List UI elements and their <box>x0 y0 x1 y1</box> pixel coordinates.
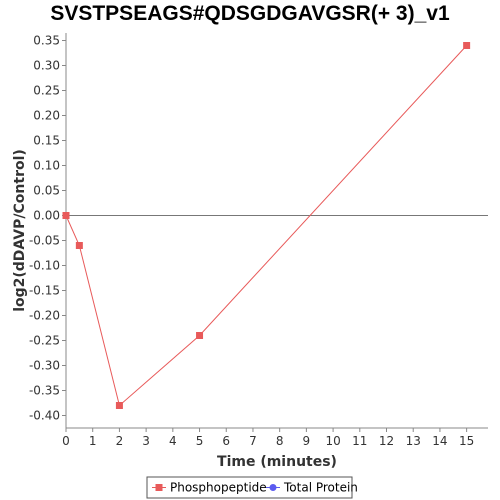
x-tick-label: 1 <box>89 434 97 448</box>
legend-label-0: Phosphopeptide <box>170 481 267 495</box>
x-tick-label: 4 <box>169 434 177 448</box>
data-point <box>463 42 471 49</box>
legend-marker-1 <box>269 484 277 491</box>
y-tick-label: 0.10 <box>33 159 60 173</box>
y-tick-label: -0.10 <box>29 259 60 273</box>
x-tick-label: 0 <box>62 434 70 448</box>
x-tick-label: 9 <box>303 434 311 448</box>
data-point <box>75 242 83 249</box>
x-tick-label: 8 <box>276 434 284 448</box>
y-tick-label: -0.40 <box>29 409 60 423</box>
y-tick-label: 0.30 <box>33 59 60 73</box>
y-tick-label: 0.00 <box>33 209 60 223</box>
y-tick-label: 0.20 <box>33 109 60 123</box>
y-tick-label: 0.35 <box>33 34 60 48</box>
x-tick-label: 13 <box>406 434 421 448</box>
x-tick-label: 2 <box>116 434 124 448</box>
x-tick-label: 3 <box>142 434 150 448</box>
x-tick-label: 10 <box>325 434 340 448</box>
y-tick-label: -0.25 <box>29 334 60 348</box>
y-tick-label: 0.15 <box>33 134 60 148</box>
x-tick-label: 14 <box>432 434 447 448</box>
data-point <box>196 332 204 339</box>
y-tick-label: -0.35 <box>29 384 60 398</box>
x-tick-label: 15 <box>459 434 474 448</box>
x-tick-label: 5 <box>196 434 204 448</box>
chart-title: SVSTPSEAGS#QDSGDGAVGSR(+ 3)_v1 <box>50 2 450 25</box>
legend-box <box>146 476 353 499</box>
x-tick-label: 12 <box>379 434 394 448</box>
x-tick-label: 7 <box>249 434 257 448</box>
data-point <box>115 402 123 409</box>
y-tick-label: -0.20 <box>29 309 60 323</box>
y-axis-title: log2(dDAVP/Control) <box>12 149 28 312</box>
data-point <box>62 212 70 219</box>
x-tick-label: 6 <box>222 434 230 448</box>
y-tick-label: -0.15 <box>29 284 60 298</box>
legend: Phosphopeptide Total Protein <box>146 476 358 499</box>
plot-background <box>66 33 488 428</box>
plot-area: 0.35 0.30 0.25 0.20 0.15 0.10 0.05 0.00 -0.05 -0.… <box>29 33 488 448</box>
legend-label-1: Total Protein <box>283 481 358 495</box>
y-tick-label: 0.25 <box>33 84 60 98</box>
x-tick-label: 11 <box>352 434 367 448</box>
y-tick-label: -0.05 <box>29 234 60 248</box>
y-tick-label: 0.05 <box>33 184 60 198</box>
x-axis-title: Time (minutes) <box>217 454 337 470</box>
legend-marker-0 <box>155 484 163 491</box>
y-tick-label: -0.30 <box>29 359 60 373</box>
